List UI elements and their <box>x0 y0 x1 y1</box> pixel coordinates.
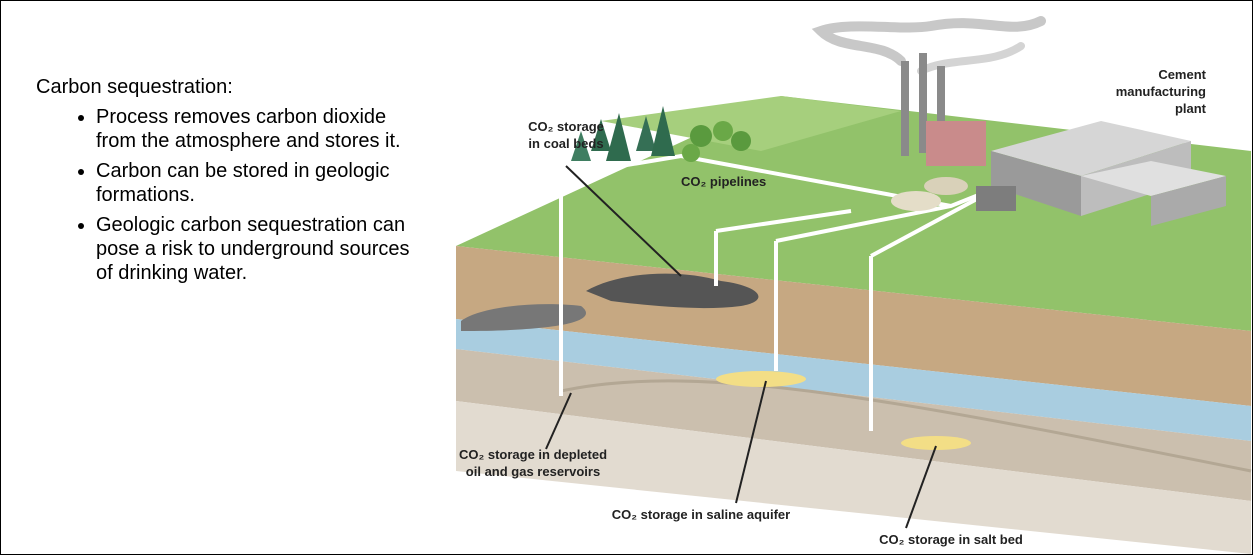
diagram-label: Cement <box>1158 67 1206 82</box>
diagram-label: CO₂ storage <box>528 119 604 134</box>
bullet: Carbon can be stored in geologic formati… <box>96 159 426 207</box>
strata-line <box>560 379 1252 473</box>
trees <box>571 106 751 162</box>
diagram-label: manufacturing <box>1116 84 1206 99</box>
smoke <box>811 16 1046 66</box>
smoke <box>917 42 1025 75</box>
salt-deposit <box>901 436 971 450</box>
text-block: Carbon sequestration: Process removes ca… <box>36 75 436 291</box>
rock-layer <box>456 349 1251 501</box>
bullet-list: Process removes carbon dioxide from the … <box>36 105 426 285</box>
salt-layer <box>456 401 1251 554</box>
leader-lines <box>545 165 937 529</box>
diagram-label: plant <box>1175 101 1207 116</box>
oil-gas-reservoir <box>461 304 586 331</box>
saline-deposit <box>716 371 806 387</box>
diagram-label: CO₂ storage in depleted <box>459 447 607 462</box>
gravel-pile <box>924 177 968 195</box>
aquifer-layer <box>456 319 1251 441</box>
diagram-label: oil and gas reservoirs <box>466 464 600 479</box>
diagram-label: CO₂ storage in salt bed <box>879 532 1023 547</box>
heading: Carbon sequestration: <box>36 76 233 98</box>
diagram-label: in coal beds <box>528 136 603 151</box>
hill <box>601 96 901 151</box>
cement-plant <box>901 53 1226 226</box>
bullet: Geologic carbon sequestration can pose a… <box>96 213 426 285</box>
diagram-label: CO₂ storage in saline aquifer <box>612 507 790 522</box>
bullet: Process removes carbon dioxide from the … <box>96 105 426 153</box>
gravel-pile <box>891 191 941 211</box>
diagram-label: CO₂ pipelines <box>681 174 766 189</box>
